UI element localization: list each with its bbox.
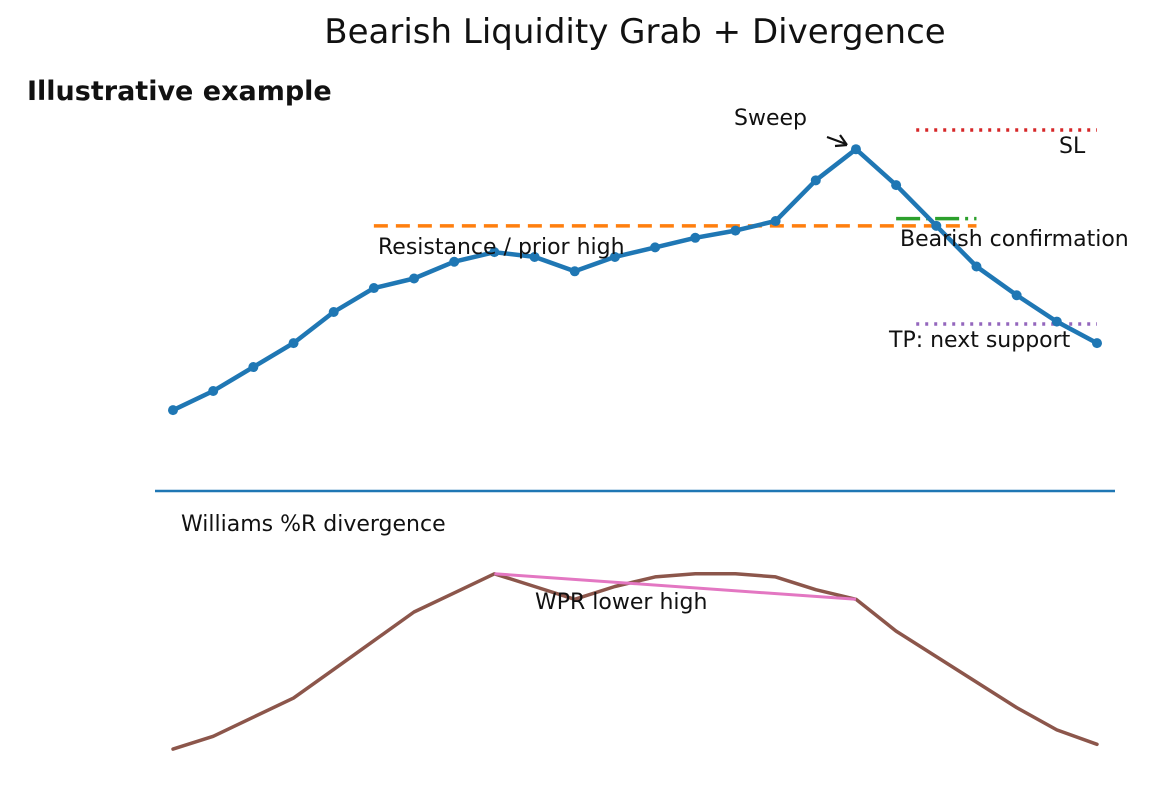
price-point <box>690 232 701 243</box>
price-point <box>609 251 620 262</box>
resistance-label: Resistance / prior high <box>378 235 625 260</box>
price-point <box>489 247 500 258</box>
price-point <box>850 144 861 155</box>
price-point <box>1011 290 1022 301</box>
stop-loss-label: SL <box>1059 134 1086 159</box>
price-point <box>770 216 781 227</box>
price-point <box>810 175 821 186</box>
price-point <box>569 266 580 277</box>
price-point <box>971 261 982 272</box>
wpr-divergence-line <box>494 572 857 601</box>
price-point <box>529 251 540 262</box>
price-point <box>328 307 339 317</box>
sweep-arrow <box>826 134 848 148</box>
indicator-panel <box>171 572 1099 751</box>
price-point <box>368 283 379 294</box>
wpr-series-line <box>171 572 1099 751</box>
chart-title: Bearish Liquidity Grab + Divergence <box>324 12 945 52</box>
chart-subtitle: Illustrative example <box>27 76 332 107</box>
take-profit-label: TP: next support <box>888 328 1071 353</box>
sweep-label: Sweep <box>734 106 807 131</box>
price-point <box>1092 338 1102 349</box>
price-series-line <box>170 146 1100 413</box>
price-point <box>931 220 942 231</box>
price-panel <box>168 128 1102 416</box>
price-point <box>449 256 460 267</box>
price-point <box>891 180 902 191</box>
confirmation-label: Bearish confirmation <box>900 227 1129 252</box>
price-point <box>1051 316 1062 327</box>
wpr-divergence-label: WPR lower high <box>535 590 707 615</box>
price-point <box>288 338 299 349</box>
price-point <box>248 362 259 373</box>
price-point <box>650 242 661 253</box>
price-point <box>168 405 178 416</box>
indicator-panel-label: Williams %R divergence <box>181 512 446 537</box>
price-point <box>409 273 420 284</box>
price-point <box>730 225 741 236</box>
price-point <box>208 386 219 396</box>
